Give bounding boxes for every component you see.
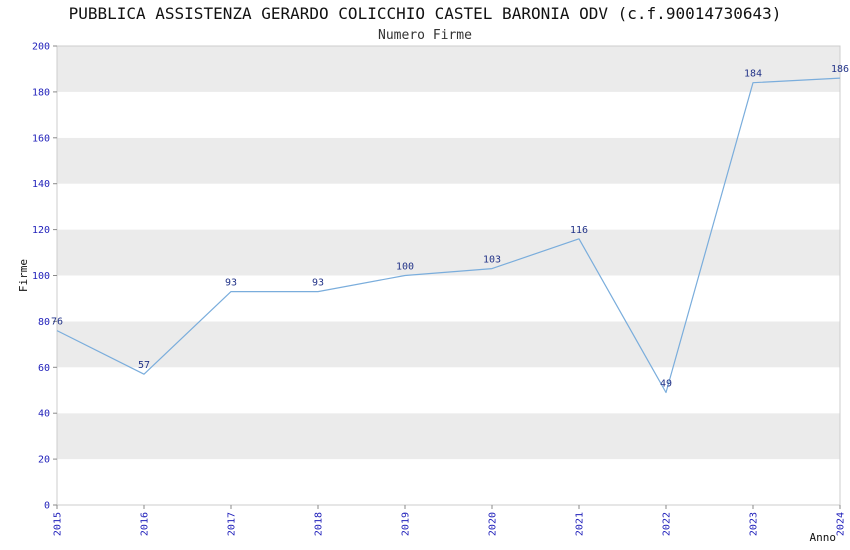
svg-text:93: 93	[225, 278, 237, 289]
svg-text:80: 80	[38, 317, 50, 328]
svg-text:2019: 2019	[401, 512, 412, 536]
svg-text:140: 140	[32, 179, 50, 190]
svg-text:Anno: Anno	[810, 531, 837, 544]
svg-text:200: 200	[32, 42, 50, 53]
svg-text:2021: 2021	[575, 512, 586, 536]
svg-text:2023: 2023	[749, 512, 760, 536]
svg-text:2020: 2020	[488, 512, 499, 536]
svg-text:160: 160	[32, 133, 50, 144]
svg-text:76: 76	[51, 317, 63, 328]
chart-subtitle: Numero Firme	[378, 28, 472, 43]
svg-text:180: 180	[32, 87, 50, 98]
svg-text:57: 57	[138, 360, 150, 371]
svg-text:93: 93	[312, 278, 324, 289]
svg-text:2017: 2017	[227, 512, 238, 536]
svg-text:2024: 2024	[836, 512, 847, 536]
svg-text:116: 116	[570, 225, 588, 236]
svg-text:0: 0	[44, 501, 50, 512]
svg-text:103: 103	[483, 255, 501, 266]
svg-text:20: 20	[38, 455, 50, 466]
svg-text:186: 186	[831, 64, 849, 75]
svg-text:2015: 2015	[53, 512, 64, 536]
svg-text:40: 40	[38, 409, 50, 420]
svg-text:2018: 2018	[314, 512, 325, 536]
svg-text:120: 120	[32, 225, 50, 236]
svg-text:184: 184	[744, 69, 762, 80]
svg-text:2022: 2022	[662, 512, 673, 536]
svg-text:60: 60	[38, 363, 50, 374]
svg-text:2016: 2016	[140, 512, 151, 536]
chart-title: PUBBLICA ASSISTENZA GERARDO COLICCHIO CA…	[68, 4, 782, 23]
svg-text:Firme: Firme	[17, 259, 30, 292]
svg-text:100: 100	[396, 262, 414, 273]
svg-text:49: 49	[660, 379, 672, 390]
svg-text:100: 100	[32, 271, 50, 282]
